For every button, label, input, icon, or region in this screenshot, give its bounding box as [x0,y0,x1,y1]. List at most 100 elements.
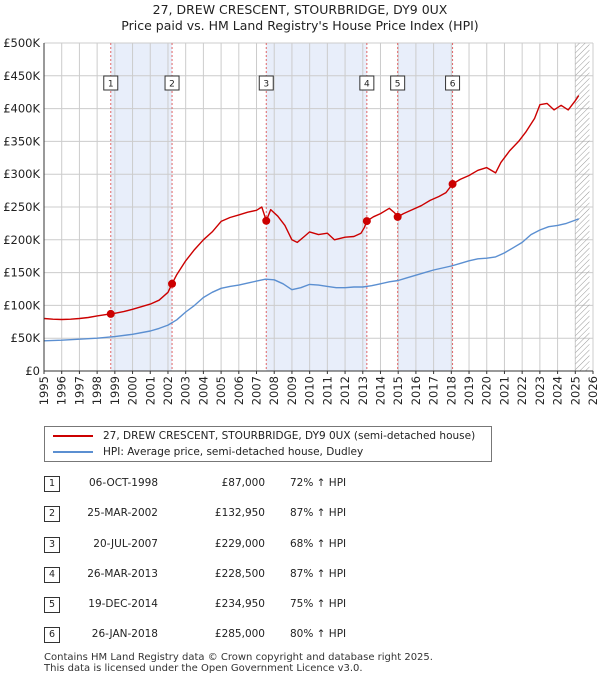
sale-number-badge: 5 [44,597,60,613]
y-tick-label: £450K [3,69,40,83]
forecast-hatch [575,43,590,371]
chart-title-line1: 27, DREW CRESCENT, STOURBRIDGE, DY9 0UX [152,2,448,17]
y-tick-label: £200K [3,233,40,247]
y-tick-label: £300K [3,167,40,181]
sale-point [393,212,402,221]
x-tick-label: 1997 [72,376,86,405]
sale-price: £228,500 [214,568,265,580]
sale-number-badge: 3 [44,537,60,553]
sale-price: £132,950 [214,507,265,519]
table-row: 1 06-OCT-1998 £87,000 72% ↑ HPI [0,476,600,494]
sale-date: 19-DEC-2014 [88,598,158,610]
legend-swatch-property [53,435,93,437]
x-tick-label: 1995 [37,376,51,405]
x-tick-label: 1999 [108,376,122,405]
footer-copyright: Contains HM Land Registry data © Crown c… [44,652,433,663]
sale-number-badge: 6 [44,627,60,643]
x-tick-label: 2013 [356,376,370,405]
sale-marker-label: 6 [450,80,456,90]
y-tick-label: £350K [3,134,40,148]
sale-marker-label: 4 [364,80,370,90]
sale-number-badge: 2 [44,506,60,522]
x-tick-label: 2017 [427,376,441,405]
x-tick-label: 2019 [462,376,476,405]
x-tick-label: 2016 [409,376,423,405]
x-tick-label: 2006 [232,376,246,405]
x-tick-label: 2026 [586,376,600,405]
sale-date: 06-OCT-1998 [89,477,158,489]
sale-marker-box [359,75,375,91]
chart-title: 27, DREW CRESCENT, STOURBRIDGE, DY9 0UX … [0,2,600,34]
sale-number-badge: 4 [44,567,60,583]
sale-date: 26-MAR-2013 [87,568,158,580]
x-tick-label: 2003 [179,376,193,405]
footer-licence: This data is licensed under the Open Gov… [44,663,363,674]
sale-marker-box [103,75,119,91]
sale-number-badge: 1 [44,476,60,492]
x-tick-label: 2015 [391,376,405,405]
y-tick-label: £100K [3,298,40,312]
x-tick-label: 2008 [267,376,281,405]
x-tick-label: 2025 [568,376,582,405]
x-tick-label: 2002 [161,376,175,405]
y-tick-label: £500K [3,36,40,50]
y-tick-label: £0 [25,364,40,378]
x-tick-label: 2022 [515,376,529,405]
x-tick-label: 2004 [196,376,210,405]
sale-point [262,216,271,225]
table-row: 3 20-JUL-2007 £229,000 68% ↑ HPI [0,537,600,555]
sale-hpi-delta: 72% ↑ HPI [290,477,347,489]
legend-label-hpi: HPI: Average price, semi-detached house,… [103,446,364,458]
legend-label-property: 27, DREW CRESCENT, STOURBRIDGE, DY9 0UX … [103,430,476,442]
x-tick-label: 2001 [143,376,157,405]
chart-title-line2: Price paid vs. HM Land Registry's House … [121,18,479,33]
sale-marker-box [164,75,180,91]
sale-date: 25-MAR-2002 [87,507,158,519]
x-tick-label: 1998 [90,376,104,405]
sale-marker-box [258,75,274,91]
table-row: 2 25-MAR-2002 £132,950 87% ↑ HPI [0,506,600,524]
sale-marker-label: 5 [395,80,401,90]
table-row: 4 26-MAR-2013 £228,500 87% ↑ HPI [0,567,600,585]
x-tick-label: 2012 [338,376,352,405]
x-tick-label: 2010 [303,376,317,405]
legend-swatch-hpi [53,451,93,453]
sale-point [168,279,177,288]
x-tick-label: 2005 [214,376,228,405]
x-tick-label: 2009 [285,376,299,405]
sale-marker-box [445,75,461,91]
sale-marker-label: 2 [169,80,175,90]
sale-price: £234,950 [214,598,265,610]
x-tick-label: 2023 [533,376,547,405]
x-tick-label: 2011 [320,376,334,405]
sale-point [448,180,457,189]
sale-marker-label: 1 [108,80,114,90]
hpi-line [43,218,580,342]
sale-price: £285,000 [214,628,265,640]
x-tick-label: 2024 [551,376,565,405]
y-tick-label: £250K [3,200,40,214]
sale-marker-label: 3 [263,80,269,90]
sale-date: 20-JUL-2007 [93,538,158,550]
sale-marker-box [390,75,406,91]
y-tick-label: £150K [3,266,40,280]
sale-hpi-delta: 68% ↑ HPI [290,538,347,550]
x-tick-label: 2018 [444,376,458,405]
sale-hpi-delta: 75% ↑ HPI [290,598,347,610]
y-tick-label: £400K [3,102,40,116]
x-tick-label: 1996 [55,376,69,405]
sale-point [106,309,115,318]
sale-hpi-delta: 87% ↑ HPI [290,507,347,519]
x-tick-label: 2021 [497,376,511,405]
sale-date: 26-JAN-2018 [91,628,158,640]
sale-hpi-delta: 80% ↑ HPI [290,628,347,640]
sale-price: £87,000 [221,477,265,489]
legend: 27, DREW CRESCENT, STOURBRIDGE, DY9 0UX … [44,426,492,462]
x-tick-label: 2000 [126,376,140,405]
sale-price: £229,000 [214,538,265,550]
footer: Contains HM Land Registry data © Crown c… [44,652,433,674]
sale-hpi-delta: 87% ↑ HPI [290,568,347,580]
table-row: 6 26-JAN-2018 £285,000 80% ↑ HPI [0,627,600,645]
sale-point [362,217,371,226]
price-chart: 1 2 3 4 5 6 £0 £50K £100K £150K £200K £250K £300K £3… [3,36,600,405]
